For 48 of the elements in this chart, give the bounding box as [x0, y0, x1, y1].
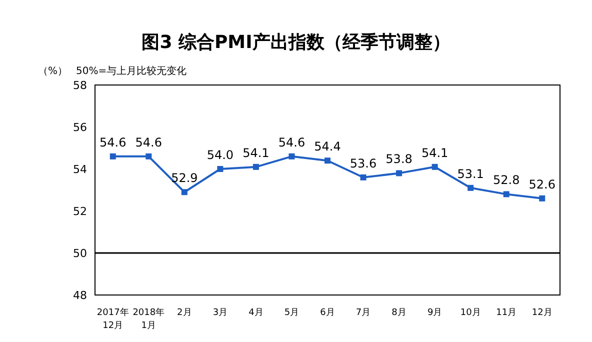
chart-title: 图3 综合PMI产出指数（经季节调整） [140, 31, 452, 54]
x-tick-label: 9月 [427, 308, 442, 318]
point [288, 153, 295, 160]
text: 54.6 [135, 135, 162, 150]
point [252, 164, 259, 170]
y-tick-label: 48 [73, 288, 87, 302]
x-tick-label: 2018年 1月 [132, 307, 165, 331]
point [503, 191, 510, 198]
point [432, 164, 438, 170]
x-tick-label: 5月 [284, 308, 300, 318]
text: 54.4 [314, 140, 341, 154]
text: 54.1 [242, 146, 270, 160]
y-axis-title: （%） [38, 65, 68, 78]
x-tick-label: 4月 [248, 308, 264, 318]
point [181, 189, 188, 196]
text: 50%=与上月比较无变化 [76, 64, 187, 78]
text: 54.6 [278, 135, 306, 150]
y-tick-label: 56 [73, 120, 87, 134]
x-tick-label: 7月 [356, 308, 371, 318]
x-tick-label: 8月 [392, 308, 406, 318]
x-tick-label: 10月 [460, 308, 481, 318]
point [396, 170, 402, 176]
text: 52.8 [492, 173, 520, 188]
x-tick-label: 2017年 12月 [96, 307, 129, 331]
x-tick-label: 12月 [532, 308, 552, 318]
text: 53.8 [386, 152, 412, 166]
x-tick-label: 11月 [496, 308, 517, 318]
text: 54.1 [421, 146, 448, 160]
x-tick-label: 2月 [177, 308, 192, 318]
text: 53.6 [350, 156, 377, 170]
point [324, 158, 330, 164]
point [360, 174, 366, 180]
text: 52.6 [528, 177, 556, 192]
y-tick-label: 54 [73, 162, 87, 176]
x-tick-label: 3月 [212, 308, 228, 318]
y-tick-label: 58 [73, 78, 87, 92]
point [110, 153, 116, 160]
point [539, 195, 546, 202]
text: 53.1 [457, 166, 484, 181]
text: 52.9 [171, 171, 198, 186]
x-tick-label: 6月 [320, 308, 335, 318]
point [146, 153, 152, 160]
text: 54.0 [206, 148, 234, 162]
y-tick-label: 50 [73, 246, 87, 260]
point [468, 184, 474, 191]
y-tick-label: 52 [73, 204, 87, 218]
text: 54.6 [100, 135, 126, 150]
point [217, 166, 224, 172]
